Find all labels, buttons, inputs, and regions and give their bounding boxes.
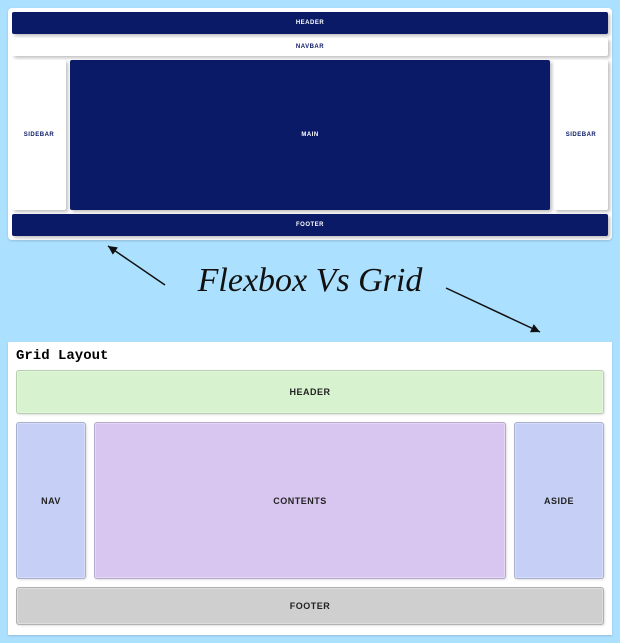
grid-header-label: HEADER <box>289 387 330 397</box>
grid-content: CONTENTS <box>94 422 506 579</box>
flex-sidebar-right: SIDEBAR <box>554 60 608 210</box>
grid-panel: Grid Layout HEADER NAV CONTENTS ASIDE FO… <box>8 342 612 635</box>
grid-content-label: CONTENTS <box>273 496 327 506</box>
flex-navbar-label: NAVBAR <box>296 44 324 50</box>
grid-header: HEADER <box>16 370 604 414</box>
flexbox-panel: HEADER NAVBAR SIDEBAR MAIN SIDEBAR FOOTE… <box>8 8 612 240</box>
flex-main-label: MAIN <box>301 132 318 138</box>
grid-footer: FOOTER <box>16 587 604 625</box>
flex-sidebar-left: SIDEBAR <box>12 60 66 210</box>
grid-container: HEADER NAV CONTENTS ASIDE FOOTER <box>16 370 604 625</box>
comparison-title: Flexbox Vs Grid <box>0 262 620 300</box>
grid-layout-title: Grid Layout <box>16 348 604 364</box>
flex-footer-label: FOOTER <box>296 222 324 228</box>
grid-aside-label: ASIDE <box>544 496 574 506</box>
grid-footer-label: FOOTER <box>290 601 331 611</box>
flex-footer: FOOTER <box>12 214 608 236</box>
flex-navbar: NAVBAR <box>12 38 608 56</box>
flex-header-label: HEADER <box>296 20 324 26</box>
flex-sidebar-left-label: SIDEBAR <box>24 132 55 138</box>
flex-sidebar-right-label: SIDEBAR <box>566 132 597 138</box>
flex-middle-row: SIDEBAR MAIN SIDEBAR <box>12 60 608 210</box>
flexbox-column: HEADER NAVBAR SIDEBAR MAIN SIDEBAR FOOTE… <box>12 12 608 236</box>
grid-aside: ASIDE <box>514 422 604 579</box>
grid-nav-label: NAV <box>41 496 61 506</box>
flex-main: MAIN <box>70 60 550 210</box>
flex-header: HEADER <box>12 12 608 34</box>
grid-nav: NAV <box>16 422 86 579</box>
canvas: HEADER NAVBAR SIDEBAR MAIN SIDEBAR FOOTE… <box>0 0 620 643</box>
